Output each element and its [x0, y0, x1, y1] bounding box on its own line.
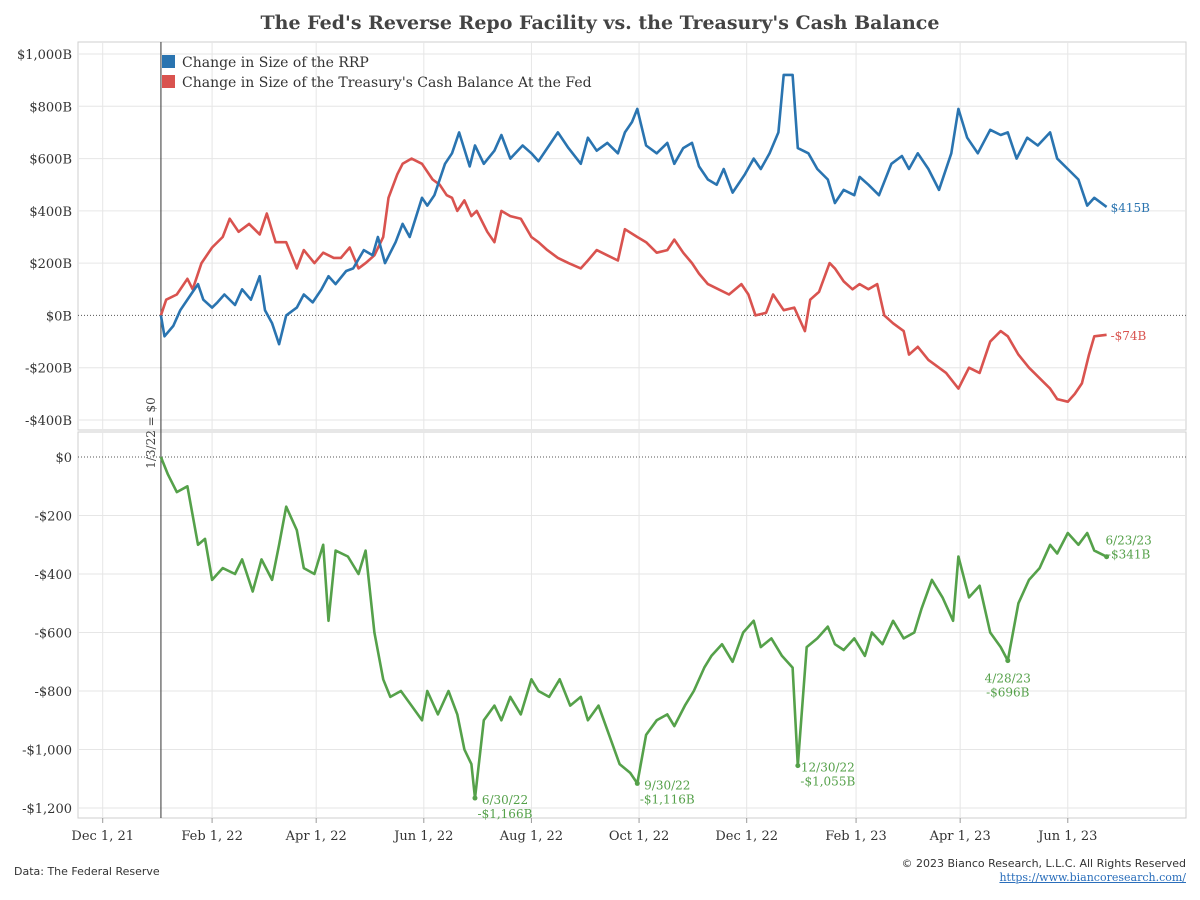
- annotation-value: -$341B: [1107, 548, 1151, 562]
- bottom-y-tick-label: -$400: [35, 568, 72, 583]
- legend-label: Change in Size of the Treasury's Cash Ba…: [182, 75, 592, 91]
- legend-label: Change in Size of the RRP: [182, 55, 369, 71]
- top-y-tick-label: -$400B: [25, 414, 72, 429]
- annotation-value: -$1,055B: [800, 775, 855, 789]
- x-tick-label: Jun 1, 22: [392, 829, 453, 844]
- top-y-tick-label: $800B: [29, 100, 72, 115]
- data-source: Data: The Federal Reserve: [14, 865, 160, 878]
- top-panel-frame: [77, 41, 1187, 431]
- bottom-y-tick-label: -$1,200: [22, 802, 72, 817]
- x-tick-label: Aug 1, 22: [499, 829, 563, 844]
- chart-title: The Fed's Reverse Repo Facility vs. the …: [260, 12, 940, 34]
- copyright-text: © 2023 Bianco Research, L.L.C. All Right…: [901, 857, 1186, 870]
- x-tick-label: Oct 1, 22: [609, 829, 669, 844]
- top-y-tick-label: $400B: [29, 205, 72, 220]
- website-link[interactable]: https://www.biancoresearch.com/: [999, 871, 1186, 884]
- x-tick-label: Feb 1, 22: [181, 829, 243, 844]
- top-y-tick-label: $200B: [29, 257, 72, 272]
- bottom-y-tick-label: -$600: [35, 627, 72, 642]
- annotation-date: 6/30/22: [482, 793, 528, 807]
- tga-series-line: [159, 157, 1107, 404]
- annotation-date: 6/23/23: [1105, 534, 1151, 548]
- top-y-tick-label: $1,000B: [17, 48, 72, 63]
- annotation-dot: [1005, 658, 1011, 664]
- x-tick-label: Feb 1, 23: [825, 829, 887, 844]
- x-tick-label: Dec 1, 22: [715, 829, 778, 844]
- annotation-value: -$1,116B: [640, 792, 695, 806]
- rrp-end-label: $415B: [1111, 201, 1151, 215]
- x-tick-label: Jun 1, 23: [1036, 829, 1097, 844]
- annotation-value: -$696B: [986, 686, 1030, 700]
- footer-right: © 2023 Bianco Research, L.L.C. All Right…: [902, 857, 1186, 885]
- tga-end-label: -$74B: [1111, 329, 1147, 343]
- rrp-series-line: [159, 73, 1108, 346]
- annotation-dot: [1104, 554, 1110, 560]
- top-y-tick-label: -$200B: [25, 362, 72, 377]
- annotation-date: 12/30/22: [801, 761, 855, 775]
- bottom-y-tick-label: -$1,000: [22, 744, 72, 759]
- x-tick-label: Dec 1, 21: [71, 829, 134, 844]
- annotation-date: 4/28/23: [985, 672, 1031, 686]
- reference-line-label: 1/3/22 = $0: [144, 397, 158, 469]
- legend-swatch: [162, 75, 175, 88]
- x-tick-label: Apr 1, 23: [929, 829, 991, 844]
- top-y-tick-label: $600B: [29, 153, 72, 168]
- annotation-dot: [472, 795, 478, 801]
- legend-swatch: [162, 55, 175, 68]
- annotation-value: -$1,166B: [478, 807, 533, 821]
- difference-series-line: [159, 456, 1108, 800]
- annotation-dot: [634, 780, 640, 786]
- top-y-tick-label: $0B: [46, 309, 72, 324]
- annotation-dot: [795, 763, 801, 769]
- bottom-y-tick-label: -$800: [35, 685, 72, 700]
- x-tick-label: Apr 1, 22: [285, 829, 347, 844]
- bottom-y-tick-label: $0: [55, 451, 72, 466]
- annotation-date: 9/30/22: [644, 778, 690, 792]
- bottom-y-tick-label: -$200: [35, 510, 72, 525]
- bottom-panel-frame: [77, 431, 1187, 819]
